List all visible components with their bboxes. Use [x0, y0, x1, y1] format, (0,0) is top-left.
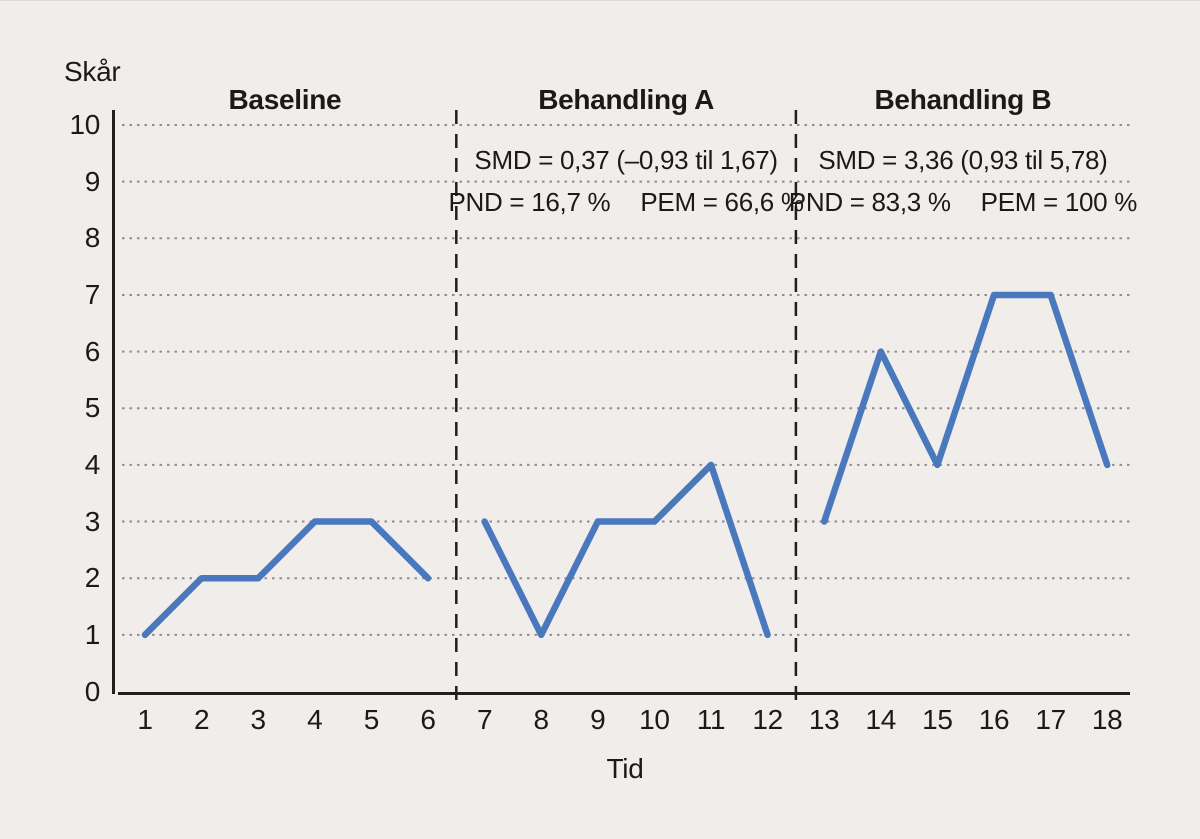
- x-tick-label-7: 7: [476, 704, 493, 735]
- stat-pnd-behandling-a: PND = 16,7 %: [448, 187, 611, 217]
- y-tick-label-0: 0: [84, 675, 101, 707]
- y-tick-label-6: 6: [84, 335, 101, 367]
- x-tick-label-13: 13: [808, 704, 840, 735]
- x-tick-label-10: 10: [639, 704, 670, 735]
- stat-smd-behandling-a: SMD = 0,37 (–0,93 til 1,67): [474, 145, 778, 175]
- x-tick-label-2: 2: [193, 704, 210, 735]
- x-tick-label-9: 9: [590, 704, 606, 735]
- y-tick-label-2: 2: [84, 562, 101, 594]
- stat-pnd-behandling-b: PND = 83,3 %: [788, 187, 951, 217]
- x-tick-label-18: 18: [1091, 704, 1123, 735]
- x-tick-label-1: 1: [137, 704, 153, 735]
- data-line-baseline: [141, 518, 432, 639]
- y-tick-label-9: 9: [84, 165, 101, 197]
- x-tick-label-15: 15: [922, 704, 953, 735]
- x-tick-label-4: 4: [307, 704, 323, 735]
- y-tick-label-1: 1: [84, 618, 101, 650]
- x-tick-label-14: 14: [865, 704, 897, 735]
- stat-pem-behandling-a: PEM = 66,6 %: [640, 187, 804, 217]
- x-tick-label-3: 3: [250, 704, 267, 735]
- y-tick-label-3: 3: [84, 505, 101, 537]
- x-axis-title: Tid: [606, 753, 644, 784]
- y-axis-title: Skår: [64, 56, 121, 87]
- y-tick-label-5: 5: [84, 392, 101, 424]
- stat-row-pnd-pem-behandling-b: PND = 83,3 % PEM = 100 %: [788, 186, 1138, 218]
- x-tick-label-12: 12: [752, 704, 783, 735]
- y-tick-label-7: 7: [84, 278, 101, 310]
- x-tick-label-6: 6: [420, 704, 436, 735]
- stat-smd-behandling-b: SMD = 3,36 (0,93 til 5,78): [818, 145, 1108, 175]
- x-tick-label-17: 17: [1035, 704, 1066, 735]
- stat-row-pnd-pem-behandling-a: PND = 16,7 % PEM = 66,6 %: [448, 186, 804, 218]
- y-tick-label-10: 10: [69, 109, 100, 140]
- phase-title-baseline: Baseline: [228, 84, 342, 115]
- data-line-behandling-a: [481, 461, 771, 639]
- data-line-behandling-b: [820, 291, 1111, 525]
- phase-stats-behandling-a: SMD = 0,37 (–0,93 til 1,67) PND = 16,7 % P…: [448, 144, 804, 218]
- phase-stats-behandling-b: SMD = 3,36 (0,93 til 5,78) PND = 83,3 % PE…: [788, 144, 1138, 218]
- y-tick-label-4: 4: [84, 448, 101, 480]
- x-tick-label-11: 11: [696, 704, 726, 735]
- phase-title-behandling-a: Behandling A: [538, 84, 714, 115]
- x-tick-label-16: 16: [978, 704, 1010, 735]
- x-tick-label-8: 8: [533, 704, 550, 735]
- stat-pem-behandling-b: PEM = 100 %: [980, 187, 1138, 217]
- phase-title-behandling-b: Behandling B: [874, 84, 1052, 115]
- y-tick-label-8: 8: [84, 222, 101, 254]
- x-tick-label-5: 5: [363, 704, 380, 735]
